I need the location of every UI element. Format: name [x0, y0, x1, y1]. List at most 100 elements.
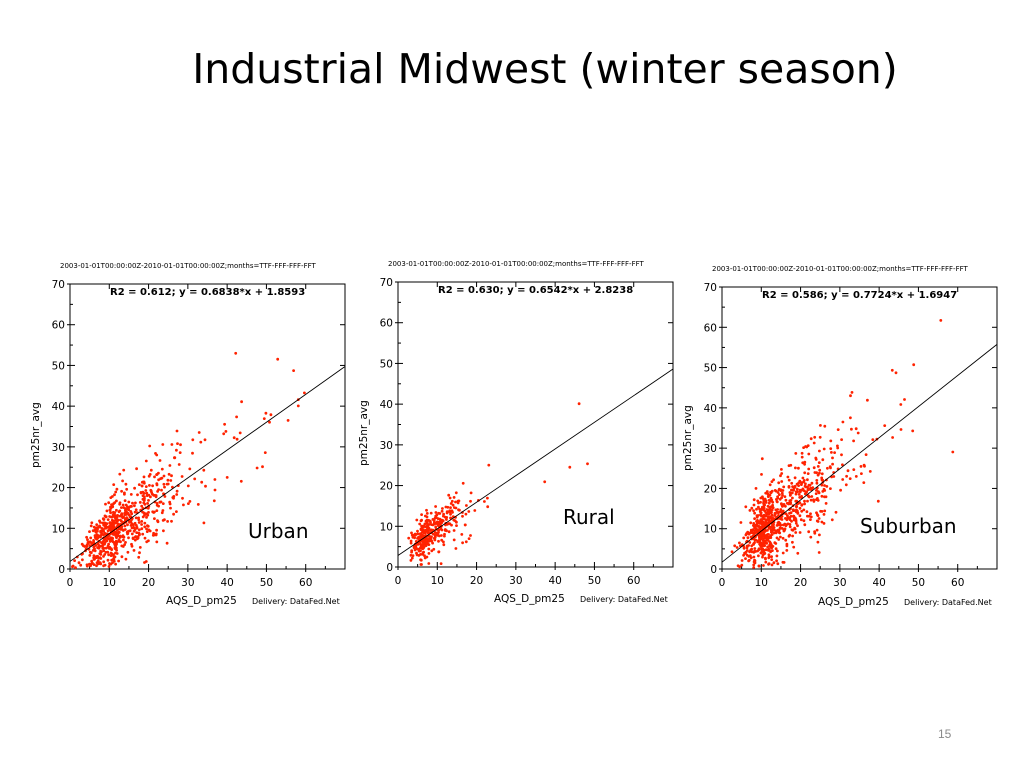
scatter-point: [810, 495, 814, 498]
scatter-point: [461, 514, 464, 518]
scatter-point: [745, 544, 749, 548]
scatter-point: [807, 467, 811, 471]
scatter-point: [149, 489, 153, 493]
y-tick-label: 70: [704, 282, 717, 294]
scatter-point: [748, 554, 752, 557]
scatter-point: [939, 319, 943, 322]
scatter-point: [136, 537, 139, 541]
scatter-point: [883, 424, 887, 427]
scatter-point: [809, 535, 813, 539]
scatter-point: [764, 501, 768, 504]
scatter-point: [144, 560, 148, 563]
scatter-point: [423, 530, 426, 534]
scatter-point: [786, 522, 790, 526]
scatter-point: [425, 512, 429, 515]
scatter-point: [753, 517, 756, 520]
scatter-point: [811, 486, 815, 489]
scatter-point: [240, 400, 244, 404]
scatter-point: [793, 476, 797, 480]
scatter-point: [127, 500, 131, 504]
scatter-point: [116, 514, 119, 517]
scatter-point: [791, 534, 794, 538]
scatter-point: [102, 518, 106, 521]
scatter-point: [455, 524, 458, 527]
scatter-point: [852, 468, 856, 471]
scatter-point: [448, 496, 452, 500]
scatter-point: [859, 465, 863, 468]
scatter-point: [115, 508, 118, 512]
scatter-point: [825, 485, 829, 488]
scatter-point: [749, 535, 753, 539]
scatter-point: [89, 524, 93, 528]
scatter-point: [768, 483, 772, 487]
scatter-point: [121, 515, 124, 519]
scatter-point: [255, 466, 259, 470]
scatter-point: [142, 481, 146, 485]
scatter-point: [119, 540, 122, 544]
scatter-point: [407, 536, 411, 540]
regression-line: [721, 344, 998, 563]
scatter-point: [135, 524, 138, 527]
scatter-point: [790, 519, 793, 523]
scatter-point: [951, 450, 955, 454]
scatter-point: [109, 554, 113, 557]
scatter-point: [160, 467, 164, 471]
scatter-point: [120, 506, 123, 509]
scatter-point: [104, 515, 108, 519]
scatter-point: [292, 369, 295, 372]
scatter-point: [781, 493, 784, 497]
y-tick-label: 40: [52, 401, 65, 413]
scatter-point: [179, 443, 182, 447]
scatter-point: [104, 538, 107, 541]
y-tick-label: 60: [380, 318, 393, 330]
scatter-point: [155, 473, 158, 476]
scatter-point: [412, 546, 416, 550]
scatter-point: [807, 514, 811, 518]
scatter-point: [432, 547, 436, 551]
scatter-point: [841, 420, 845, 424]
scatter-point: [815, 479, 819, 482]
scatter-point: [780, 518, 784, 521]
scatter-point: [175, 489, 179, 493]
scatter-point: [138, 532, 141, 536]
scatter-point: [803, 502, 806, 506]
scatter-point: [163, 495, 167, 498]
scatter-point: [130, 522, 134, 526]
scatter-point: [778, 526, 782, 530]
scatter-point: [410, 531, 413, 535]
scatter-point: [469, 499, 472, 503]
scatter-point: [135, 531, 139, 534]
scatter-point: [413, 532, 417, 536]
scatter-point: [785, 518, 789, 522]
scatter-point: [140, 520, 144, 523]
scatter-point: [105, 509, 109, 513]
x-tick-label: 60: [627, 575, 640, 587]
scatter-point: [770, 513, 774, 517]
scatter-point: [772, 478, 775, 482]
scatter-point: [131, 536, 135, 540]
x-tick-label: 60: [951, 577, 964, 589]
regression-line: [397, 368, 674, 556]
scatter-point: [774, 508, 778, 512]
scatter-point: [120, 513, 124, 516]
scatter-point: [442, 540, 445, 544]
scatter-point: [167, 472, 171, 476]
scatter-point: [862, 481, 866, 484]
scatter-point: [780, 480, 784, 483]
scatter-point: [96, 554, 99, 558]
scatter-point: [826, 466, 829, 470]
scatter-point: [774, 547, 778, 551]
scatter-point: [823, 484, 826, 487]
scatter-point: [115, 518, 119, 522]
scatter-point: [850, 391, 854, 394]
scatter-point: [261, 465, 264, 469]
scatter-point: [138, 501, 142, 504]
scatter-point: [806, 444, 810, 447]
scatter-point: [804, 445, 807, 448]
y-tick-label: 30: [704, 443, 717, 455]
scatter-point: [73, 559, 76, 562]
y-tick-label: 50: [704, 363, 717, 375]
scatter-point: [752, 522, 756, 525]
scatter-point: [436, 533, 440, 537]
scatter-point: [147, 499, 150, 502]
